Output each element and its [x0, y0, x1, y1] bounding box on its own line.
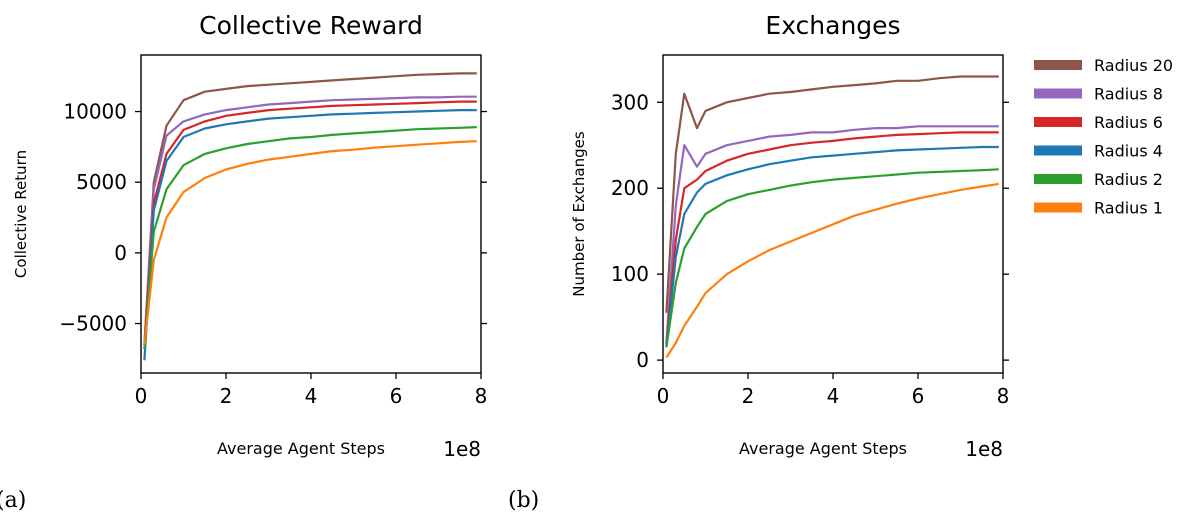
series-line-radius-1 [143, 140, 477, 345]
y-tick-label: 10000 [63, 100, 127, 124]
series-line-radius-6 [665, 131, 999, 345]
x-tick-label: 6 [390, 384, 403, 408]
series-line-radius-8 [143, 95, 477, 345]
series-line-radius-2 [665, 168, 999, 348]
series-line-radius-20 [143, 72, 477, 345]
y-tick-label: 100 [611, 262, 649, 286]
y-tick-label: 300 [611, 90, 649, 114]
y-axis-label: Number of Exchanges [570, 131, 588, 297]
caption-b: (b) [508, 488, 540, 513]
x-tick-label: 2 [742, 384, 755, 408]
x-tick-label: 8 [997, 384, 1010, 408]
series-line-radius-20 [665, 75, 999, 313]
x-tick-label: 2 [220, 384, 233, 408]
series-line-radius-6 [143, 100, 477, 350]
series-line-radius-4 [665, 145, 999, 348]
legend-swatch-radius-6 [1034, 117, 1082, 127]
caption-a: (a) [0, 488, 27, 513]
x-axis-multiplier: 1e8 [965, 437, 1003, 461]
legend-label-radius-4: Radius 4 [1094, 142, 1163, 161]
x-axis-label: Average Agent Steps [217, 439, 385, 458]
legend-label-radius-2: Radius 2 [1094, 170, 1163, 189]
x-axis-multiplier: 1e8 [443, 437, 481, 461]
x-tick-label: 6 [912, 384, 925, 408]
y-tick-label: 0 [114, 241, 127, 265]
series-line-radius-2 [143, 126, 477, 350]
legend-label-radius-1: Radius 1 [1094, 199, 1163, 218]
x-tick-label: 4 [827, 384, 840, 408]
x-axis-label: Average Agent Steps [739, 439, 907, 458]
y-tick-label: 0 [636, 348, 649, 372]
legend-swatch-radius-8 [1034, 88, 1082, 99]
plot-area [665, 75, 999, 359]
legend: Radius 20 Radius 8 Radius 6 Radius 4 Radius … [1034, 56, 1173, 218]
legend-swatch-radius-1 [1034, 202, 1082, 213]
plot-area [143, 72, 477, 361]
y-tick-label: −5000 [59, 312, 127, 336]
chart-exchanges: Exchanges 0 2 4 6 8 0 100 200 300 Average Agent St… [570, 11, 1009, 461]
series-line-radius-8 [665, 125, 999, 343]
chart-title: Collective Reward [199, 11, 423, 40]
chart-title: Exchanges [765, 11, 900, 40]
legend-swatch-radius-2 [1034, 174, 1082, 184]
legend-swatch-radius-20 [1034, 60, 1082, 70]
chart-collective-reward: Collective Reward 0 2 4 6 8 −5000 0 5000 10000 Ave… [12, 11, 487, 461]
series-line-radius-4 [143, 108, 477, 361]
x-tick-label: 0 [657, 384, 670, 408]
x-tick-label: 0 [135, 384, 148, 408]
legend-label-radius-20: Radius 20 [1094, 56, 1173, 75]
legend-swatch-radius-4 [1034, 145, 1082, 156]
y-axis-label: Collective Return [12, 150, 30, 278]
legend-label-radius-8: Radius 8 [1094, 85, 1163, 104]
y-tick-label: 5000 [76, 170, 127, 194]
y-tick-label: 200 [611, 176, 649, 200]
legend-label-radius-6: Radius 6 [1094, 113, 1163, 132]
series-line-radius-1 [665, 182, 999, 359]
x-tick-label: 8 [475, 384, 488, 408]
x-tick-label: 4 [305, 384, 318, 408]
plot-frame [662, 54, 1004, 374]
